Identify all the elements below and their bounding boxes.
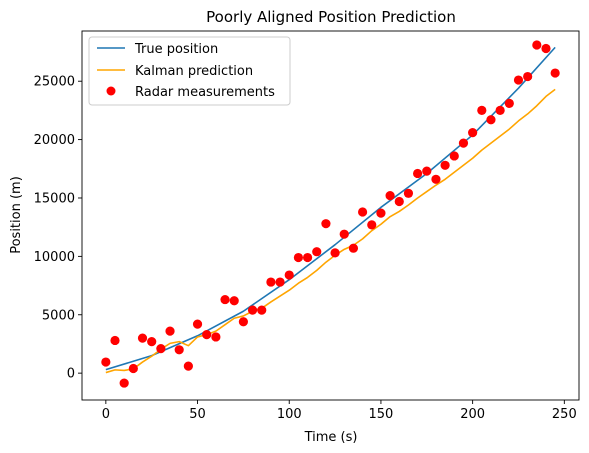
radar-measurements-point — [431, 174, 441, 184]
radar-measurements-point — [357, 207, 368, 217]
radar-measurements-point — [468, 127, 478, 138]
radar-measurements-point — [165, 326, 175, 336]
legend-true-position-label: True position — [134, 42, 218, 57]
radar-measurements-point — [413, 168, 423, 179]
legend-frame — [88, 36, 291, 106]
chart-title: Poorly Aligned Position Prediction — [206, 8, 456, 26]
radar-measurements-point — [385, 191, 395, 201]
radar-measurements-point — [110, 335, 120, 346]
radar-measurements-point — [137, 333, 148, 343]
radar-measurements-point — [339, 229, 349, 239]
radar-measurements-point — [302, 252, 313, 263]
x-tick-label: 50 — [189, 407, 206, 422]
radar-measurements-point — [119, 378, 129, 388]
legend-radar-measurements-label: Radar measurements — [135, 85, 275, 100]
radar-measurements-point — [147, 337, 157, 347]
radar-measurements-point — [211, 332, 221, 342]
radar-measurements-point — [321, 219, 331, 229]
radar-measurements-point — [477, 105, 487, 116]
radar-measurements-point — [422, 166, 432, 176]
series-layer — [101, 40, 560, 388]
y-tick-label: 0 — [67, 367, 75, 382]
radar-measurements-point — [348, 243, 359, 253]
radar-measurements-point — [330, 248, 340, 258]
radar-measurements-point — [486, 115, 496, 125]
x-axis: 0 50 100 150 200 250 — [102, 400, 577, 422]
radar-measurements-point — [293, 252, 304, 263]
radar-measurements-point — [266, 277, 276, 287]
legend-kalman-prediction-label: Kalman prediction — [135, 64, 253, 79]
radar-measurements-point — [174, 345, 184, 355]
x-tick-label: 100 — [277, 407, 302, 422]
radar-measurements-point — [532, 40, 542, 50]
radar-measurements-point — [257, 305, 267, 315]
radar-measurements-point — [550, 68, 560, 78]
radar-measurements-point — [312, 247, 322, 257]
radar-measurements-point — [449, 151, 459, 161]
radar-measurements-point — [523, 71, 533, 82]
y-tick-label: 25000 — [34, 75, 75, 90]
radar-measurements-point — [541, 43, 551, 54]
kalman-prediction-line — [105, 88, 556, 374]
radar-measurements-point — [458, 138, 469, 148]
x-tick-label: 150 — [369, 407, 394, 422]
radar-measurements-point — [220, 294, 230, 305]
x-tick-label: 250 — [552, 407, 577, 422]
x-axis-label: Time (s) — [304, 430, 358, 445]
radar-measurements-point — [394, 196, 404, 207]
radar-measurements-point — [440, 160, 450, 170]
radar-measurements-point — [238, 317, 248, 327]
x-tick-label: 200 — [460, 407, 485, 422]
radar-measurements-point — [504, 98, 514, 108]
radar-measurements-point — [247, 305, 258, 315]
radar-measurements-point — [156, 344, 166, 354]
radar-measurements-point — [376, 208, 386, 218]
y-tick-label: 5000 — [42, 308, 75, 323]
radar-measurements-point — [367, 220, 377, 230]
y-axis: 0 5000 10000 15000 20000 25000 — [34, 75, 82, 382]
radar-measurements-point — [183, 361, 193, 371]
radar-measurements-point — [495, 105, 505, 116]
x-tick-label: 0 — [102, 407, 110, 422]
radar-measurements-point — [275, 277, 285, 287]
y-tick-label: 15000 — [34, 191, 75, 206]
radar-measurements-point — [513, 75, 524, 85]
legend: True position Kalman prediction Radar me… — [88, 36, 291, 106]
y-tick-label: 20000 — [34, 133, 75, 148]
plot-frame — [81, 30, 580, 401]
radar-measurements-point — [202, 330, 212, 340]
legend-radar-measurements-marker — [106, 86, 116, 96]
radar-measurements-point — [101, 357, 111, 367]
y-tick-label: 10000 — [34, 250, 75, 265]
radar-measurements-point — [192, 319, 203, 329]
radar-measurements-point — [284, 270, 294, 280]
radar-measurements-point — [229, 296, 239, 306]
radar-measurements-point — [128, 363, 138, 374]
radar-measurements-point — [403, 188, 414, 198]
y-axis-label: Position (m) — [9, 176, 24, 254]
